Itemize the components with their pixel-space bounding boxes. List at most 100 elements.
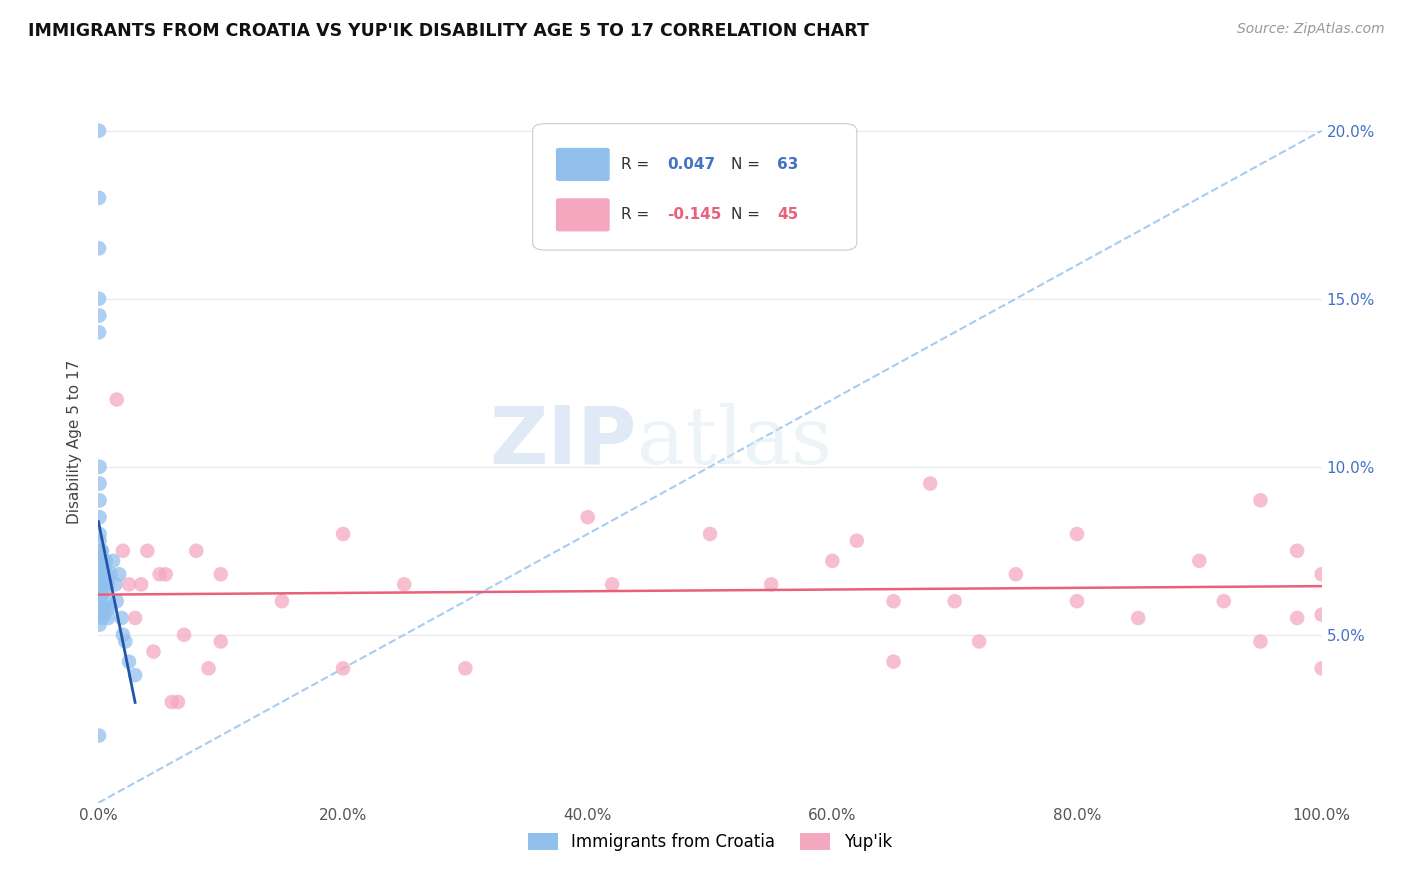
Point <box>89 459 111 474</box>
FancyBboxPatch shape <box>555 198 610 231</box>
Point <box>94 554 117 568</box>
Point <box>1066 527 1088 541</box>
Point <box>883 594 905 608</box>
Point <box>87 241 110 255</box>
Point <box>105 594 128 608</box>
Point <box>90 577 112 591</box>
Text: -0.145: -0.145 <box>668 207 721 222</box>
Point <box>155 567 177 582</box>
Point <box>89 594 111 608</box>
Point <box>699 527 721 541</box>
FancyBboxPatch shape <box>533 124 856 250</box>
Point <box>89 554 111 568</box>
Point <box>104 577 127 591</box>
Point <box>89 510 111 524</box>
Text: Source: ZipAtlas.com: Source: ZipAtlas.com <box>1237 22 1385 37</box>
Point <box>454 661 477 675</box>
Point <box>89 607 111 622</box>
Point <box>1249 493 1271 508</box>
Point <box>111 628 134 642</box>
Text: R =: R = <box>620 157 654 172</box>
Point <box>89 476 111 491</box>
Text: IMMIGRANTS FROM CROATIA VS YUP'IK DISABILITY AGE 5 TO 17 CORRELATION CHART: IMMIGRANTS FROM CROATIA VS YUP'IK DISABI… <box>28 22 869 40</box>
Text: 45: 45 <box>778 207 799 222</box>
Point <box>160 695 183 709</box>
Point <box>100 567 122 582</box>
Point <box>173 628 195 642</box>
Point <box>89 577 111 591</box>
Point <box>845 533 868 548</box>
Point <box>149 567 172 582</box>
Text: R =: R = <box>620 207 654 222</box>
Point <box>332 527 354 541</box>
Point <box>89 550 111 565</box>
Point <box>96 600 118 615</box>
Point <box>89 527 111 541</box>
Point <box>124 668 146 682</box>
Point <box>1004 567 1026 582</box>
Point <box>91 567 114 582</box>
Point <box>101 554 124 568</box>
Point <box>1286 611 1309 625</box>
Point <box>114 634 136 648</box>
Point <box>91 600 114 615</box>
Point <box>91 577 114 591</box>
Point <box>89 543 111 558</box>
Point <box>136 543 159 558</box>
Point <box>89 617 111 632</box>
Point <box>118 577 141 591</box>
Point <box>118 655 141 669</box>
Point <box>1310 607 1333 622</box>
Point <box>89 493 111 508</box>
Point <box>89 567 111 582</box>
Point <box>87 729 110 743</box>
Text: atlas: atlas <box>637 402 832 481</box>
Point <box>111 543 134 558</box>
Point <box>90 567 112 582</box>
Point <box>108 567 131 582</box>
Point <box>91 543 114 558</box>
Point <box>1310 661 1333 675</box>
Point <box>1286 543 1309 558</box>
Point <box>93 607 115 622</box>
Point <box>1212 594 1234 608</box>
Point <box>186 543 208 558</box>
Point <box>90 554 112 568</box>
Point <box>87 124 110 138</box>
Point <box>1128 611 1150 625</box>
Point <box>91 587 114 601</box>
Text: ZIP: ZIP <box>489 402 637 481</box>
Point <box>91 611 114 625</box>
Point <box>105 392 128 407</box>
Point <box>209 567 232 582</box>
Point <box>100 600 122 615</box>
Point <box>600 577 623 591</box>
Point <box>576 510 599 524</box>
Y-axis label: Disability Age 5 to 17: Disability Age 5 to 17 <box>67 359 83 524</box>
Point <box>270 594 294 608</box>
Point <box>124 611 146 625</box>
Point <box>97 611 120 625</box>
Legend: Immigrants from Croatia, Yup'ik: Immigrants from Croatia, Yup'ik <box>520 825 900 860</box>
Point <box>920 476 942 491</box>
Text: N =: N = <box>731 207 765 222</box>
Point <box>967 634 990 648</box>
Point <box>209 634 232 648</box>
Point <box>87 292 110 306</box>
FancyBboxPatch shape <box>555 148 610 181</box>
Point <box>821 554 844 568</box>
Point <box>883 655 905 669</box>
Text: N =: N = <box>731 157 765 172</box>
Point <box>1066 594 1088 608</box>
Point <box>96 567 118 582</box>
Point <box>89 560 111 574</box>
Point <box>1188 554 1211 568</box>
Point <box>167 695 190 709</box>
Point <box>90 587 112 601</box>
Text: 63: 63 <box>778 157 799 172</box>
Point <box>97 577 120 591</box>
Point <box>89 533 111 548</box>
Point <box>1249 634 1271 648</box>
Point <box>332 661 354 675</box>
Point <box>89 577 111 591</box>
